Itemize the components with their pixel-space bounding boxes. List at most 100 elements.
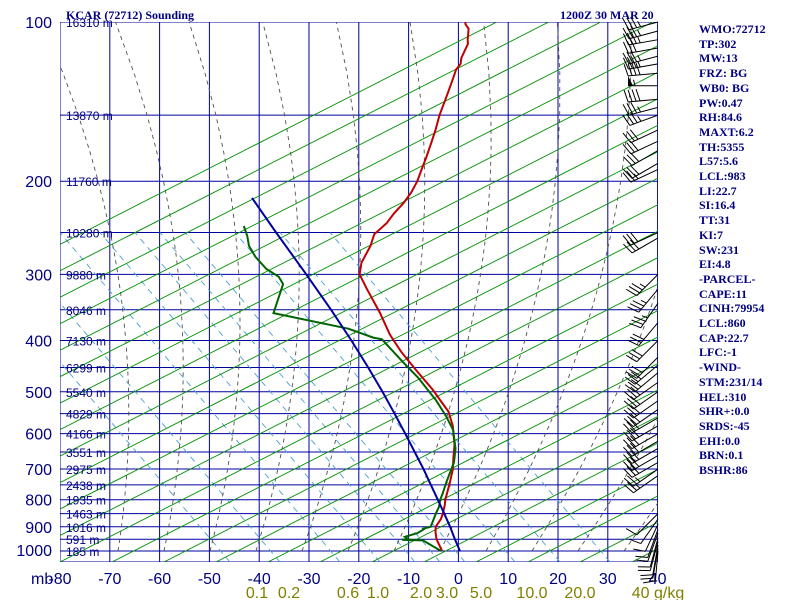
dry-adiabats: [60, 22, 658, 562]
height-label: 1463 m: [66, 508, 106, 522]
height-label: 591 m: [66, 533, 99, 547]
index-entry: KI:7: [699, 227, 723, 242]
wind-barb: [623, 440, 659, 457]
height-label: 9880 m: [66, 268, 106, 282]
index-entry: WB0: BG: [699, 80, 750, 95]
dry-adiabat: [60, 22, 602, 298]
index-entry: CAP:22.7: [699, 330, 749, 345]
pressure-tick-label: 500: [25, 385, 52, 402]
temperature-tick-label: -30: [297, 571, 320, 588]
index-entry: LI:22.7: [699, 183, 737, 198]
mixing-ratio-label: 0.1: [246, 585, 268, 600]
mixing-ratio-label: 2.0: [410, 585, 432, 600]
wind-barb: [622, 140, 659, 155]
moist-adiabat: [393, 22, 492, 552]
wind-barb: [623, 448, 659, 464]
wind-barb: [623, 162, 659, 179]
index-entry: RH:84.6: [699, 110, 742, 125]
height-label: 1935 m: [66, 494, 106, 508]
height-label: 185 m: [66, 545, 99, 559]
height-label: 4829 m: [66, 408, 106, 422]
dry-adiabat: [60, 71, 658, 378]
wind-barb: [622, 231, 659, 246]
temperature-tick-label: 0: [454, 571, 463, 588]
temperature-tick-label: 10: [499, 571, 517, 588]
wind-barb: [624, 372, 659, 393]
pressure-tick-label: 1000: [16, 543, 52, 560]
series-dewpoint: [242, 225, 457, 552]
wind-barb: [637, 537, 659, 568]
temperature-tick-label: -10: [397, 571, 420, 588]
index-entry: LCL:983: [699, 169, 746, 184]
wind-barb: [625, 340, 659, 363]
dry-adiabat: [163, 310, 658, 562]
dry-adiabat: [60, 22, 498, 245]
index-entry: WMO:72712: [699, 22, 766, 36]
height-label: 1016 m: [66, 521, 106, 535]
index-entry: CAPE:11: [699, 286, 747, 301]
dry-adiabat: [215, 336, 658, 562]
moist-adiabat: [485, 22, 632, 552]
index-entry: SW:231: [699, 242, 740, 257]
wind-barb: [622, 25, 659, 40]
pressure-tick-label: 900: [25, 520, 52, 537]
wind-barb: [633, 524, 659, 552]
wind-barb: [622, 112, 659, 126]
mixing-ratio-line: [279, 232, 561, 562]
wind-barb: [622, 129, 659, 144]
index-entry: L57:5.6: [699, 154, 738, 169]
moist-adiabat: [301, 22, 362, 552]
height-label: 3551 m: [66, 446, 106, 460]
index-entry: SRDS:-45: [699, 418, 750, 433]
height-label: 6299 m: [66, 362, 106, 376]
temperature-tick-label: -80: [48, 571, 71, 588]
dry-adiabat: [319, 389, 658, 562]
moist-adiabat: [439, 22, 561, 552]
wind-barb: [623, 461, 659, 478]
dry-adiabat: [60, 257, 658, 562]
dry-adiabat: [60, 98, 658, 404]
dry-adiabat: [111, 283, 658, 562]
moist-adiabat: [188, 22, 241, 552]
wind-barb: [637, 541, 659, 572]
index-entry: SI:16.4: [699, 198, 736, 213]
wind-barb: [640, 548, 659, 580]
pressure-tick-label: 100: [25, 15, 52, 32]
background-grid: [60, 22, 658, 562]
mixing-ratio-label: 0.6: [337, 585, 359, 600]
height-label: 11760 m: [66, 175, 112, 189]
wind-barb: [625, 513, 659, 536]
dry-adiabat: [60, 230, 658, 537]
index-entry: TT:31: [699, 213, 731, 228]
wind-barb: [623, 417, 659, 434]
index-entry: FRZ: BG: [699, 66, 748, 81]
chart-title: KCAR (72712) Sounding: [66, 8, 195, 22]
temperature-tick-label: -50: [198, 571, 221, 588]
mixing-ratio-line: [159, 232, 441, 562]
temperature-tick-label: -70: [98, 571, 121, 588]
wind-barb: [622, 102, 659, 116]
indices-panel: WMO:72712 TP:302 MW:13 FRZ: BG WB0: BG PW:0.4…: [699, 22, 799, 478]
wind-barb: [623, 381, 659, 400]
pressure-tick-label: 600: [25, 427, 52, 444]
index-entry: -WIND-: [699, 360, 741, 375]
wind-barb: [623, 425, 659, 442]
index-entry: LFC:-1: [699, 345, 737, 360]
wind-barb: [623, 62, 659, 77]
index-entry: STM:231/14: [699, 374, 763, 389]
pressure-tick-label: 700: [25, 462, 52, 479]
wind-barb: [623, 237, 659, 254]
height-label: 13870 m: [66, 109, 113, 123]
mixing-ratio-label: 5.0: [470, 585, 492, 600]
wind-barb: [629, 302, 659, 329]
mixing-ratio-line: [134, 232, 416, 562]
pressure-tick-label: 800: [25, 493, 52, 510]
wind-barb: [635, 532, 659, 562]
wind-barb: [643, 550, 659, 584]
height-label: 10280 m: [66, 227, 113, 241]
index-entry: TH:5355: [699, 139, 745, 154]
chart-subtitle: 1200Z 30 MAR 20: [560, 8, 654, 22]
index-entry: -PARCEL-: [699, 271, 756, 286]
index-entry: SHR+:0.0: [699, 404, 750, 419]
